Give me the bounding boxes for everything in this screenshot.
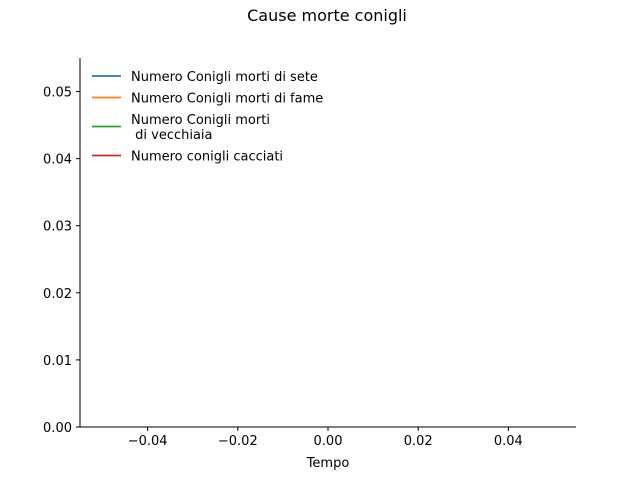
- legend-label: Numero Conigli morti di fame: [131, 92, 323, 107]
- x-tick-label: −0.04: [128, 434, 168, 449]
- legend-label: Numero Conigli morti di vecchiaia: [131, 113, 270, 143]
- y-tick-label: 0.03: [43, 220, 72, 235]
- x-tick-label: 0.04: [494, 434, 523, 449]
- y-tick-label: 0.02: [43, 287, 72, 302]
- chart-title: Cause morte conigli: [247, 6, 407, 25]
- legend-label: Numero conigli cacciati: [131, 150, 283, 165]
- y-tick-label: 0.05: [43, 86, 72, 101]
- x-axis-label: Tempo: [306, 456, 350, 471]
- y-tick-label: 0.00: [43, 421, 72, 436]
- x-tick-label: 0.00: [314, 434, 343, 449]
- legend: Numero Conigli morti di sete Numero Conig…: [92, 70, 323, 165]
- legend-label: Numero Conigli morti di sete: [131, 70, 318, 85]
- y-tick-label: 0.04: [43, 153, 72, 168]
- x-tick-label: 0.02: [404, 434, 433, 449]
- x-tick-label: −0.02: [218, 434, 258, 449]
- x-ticks: −0.04 −0.02 0.00 0.02 0.04: [128, 427, 523, 449]
- y-ticks: 0.00 0.01 0.02 0.03 0.04 0.05: [43, 86, 80, 436]
- y-tick-label: 0.01: [43, 354, 72, 369]
